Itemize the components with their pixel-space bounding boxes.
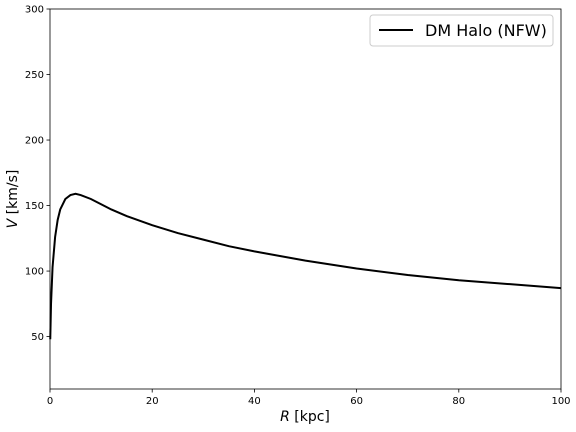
- legend: DM Halo (NFW): [369, 14, 554, 47]
- plot-frame: [49, 8, 562, 390]
- x-axis: 0 20 40 60 80 100: [47, 389, 571, 407]
- x-tick-label: 0: [47, 396, 53, 407]
- y-tick-label: 300: [25, 5, 44, 16]
- x-tick-label: 60: [350, 396, 363, 407]
- x-tick-label: 20: [146, 396, 159, 407]
- y-tick-label: 150: [25, 201, 44, 212]
- y-tick-label: 100: [25, 267, 44, 278]
- y-tick-label: 50: [31, 332, 44, 343]
- series-line-dm-halo: [49, 192, 562, 340]
- x-tick-label: 80: [452, 396, 465, 407]
- y-tick-label: 200: [25, 136, 44, 147]
- y-tick-label: 250: [25, 70, 44, 81]
- x-tick-label: 40: [248, 396, 261, 407]
- x-axis-label: R [kpc]: [280, 409, 330, 425]
- legend-label-dm-halo: DM Halo (NFW): [425, 21, 547, 40]
- y-axis: 50 100 150 200 250 300: [25, 5, 50, 343]
- plot-area: [49, 8, 562, 390]
- x-tick-label: 100: [551, 396, 570, 407]
- legend-box: [369, 14, 554, 47]
- y-axis-label: V [km/s]: [5, 170, 21, 229]
